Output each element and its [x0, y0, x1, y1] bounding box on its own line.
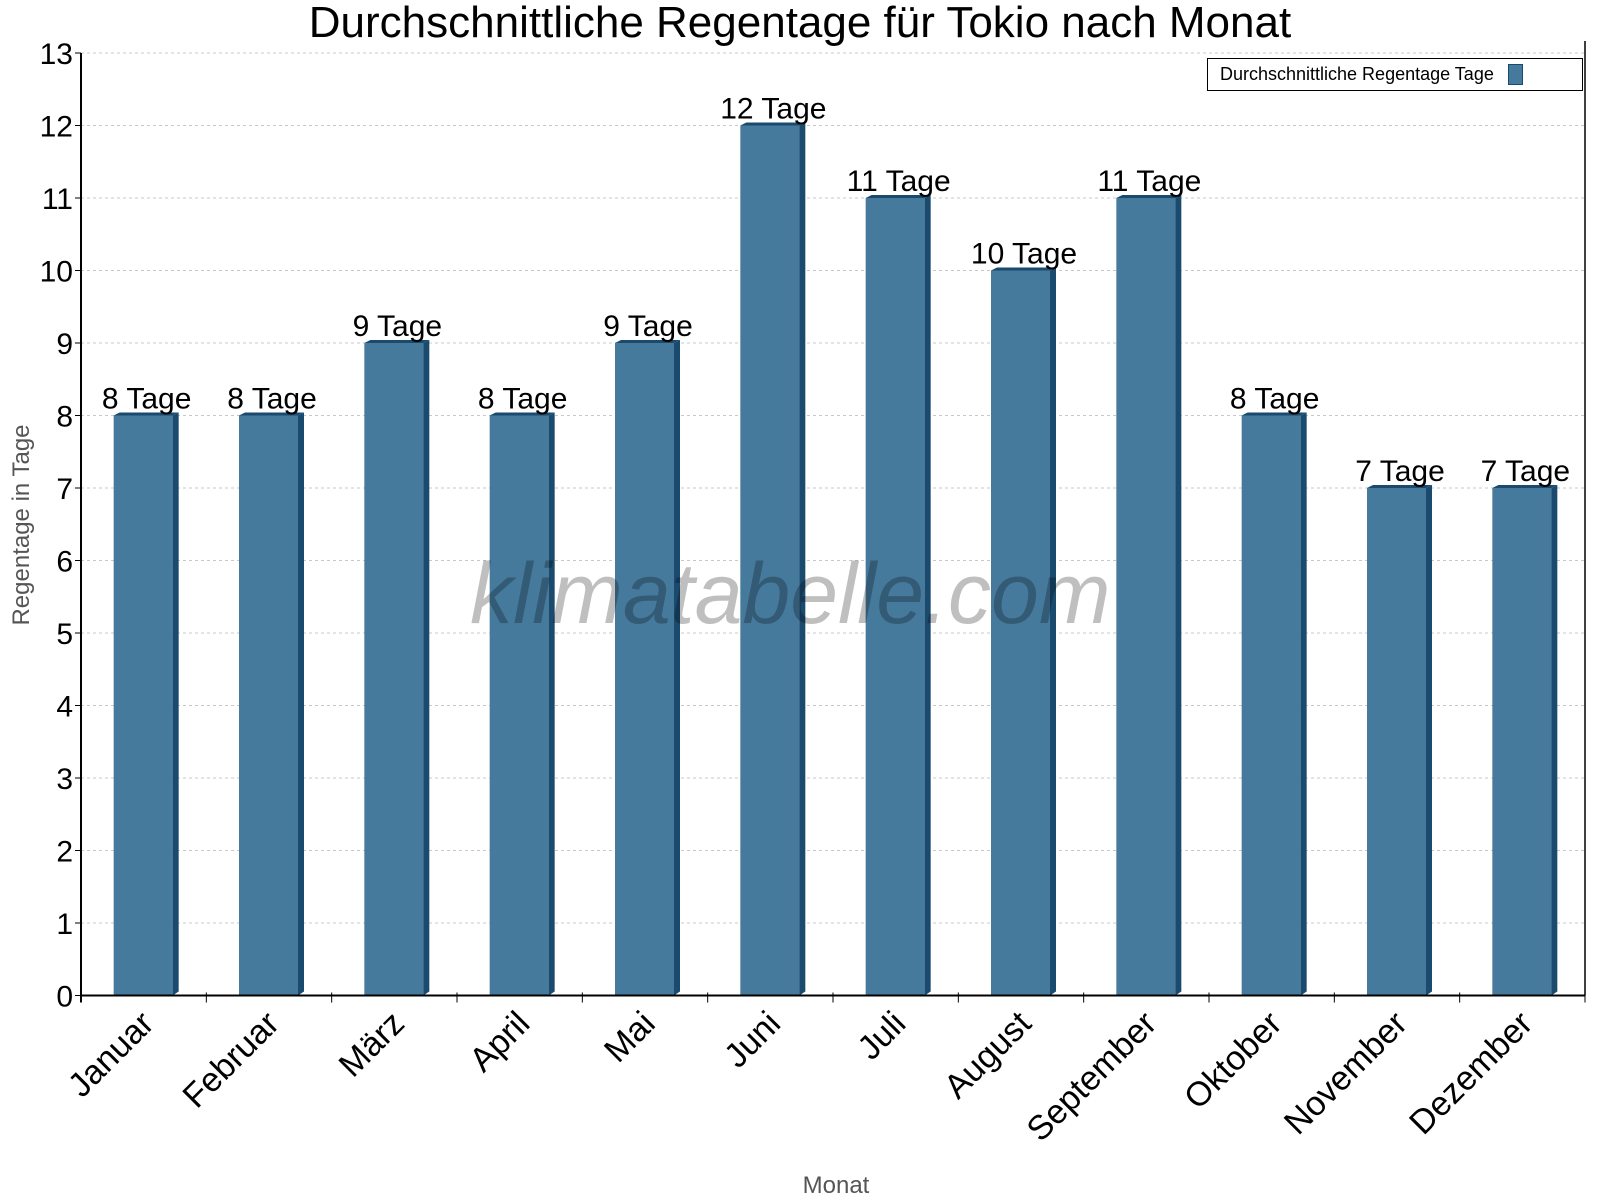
bar	[1241, 415, 1301, 996]
x-tick-label: November	[1277, 1004, 1415, 1142]
bar-side	[924, 195, 931, 996]
data-label: 9 Tage	[603, 310, 693, 343]
x-tick-label: Juni	[717, 1004, 788, 1075]
bar-top	[489, 412, 555, 416]
bar	[1116, 198, 1176, 996]
bar-side	[799, 122, 806, 996]
bar-side	[674, 340, 680, 996]
bar-side	[172, 412, 179, 996]
data-label: 7 Tage	[1355, 455, 1445, 488]
y-axis-label: Regentage in Tage	[8, 424, 35, 626]
x-tick-label: Februar	[176, 1004, 287, 1115]
bar-top	[615, 340, 680, 343]
bar-side	[1300, 412, 1307, 996]
x-tick-label: Januar	[61, 1004, 161, 1104]
x-axis-label: Monat	[802, 1172, 870, 1199]
x-tick-label: August	[937, 1004, 1039, 1106]
data-label: 10 Tage	[971, 238, 1077, 271]
y-tick-label: 3	[56, 763, 73, 796]
data-label: 11 Tage	[1097, 165, 1201, 198]
x-tick-label: Mai	[597, 1004, 663, 1070]
x-tick-label: März	[332, 1004, 412, 1084]
y-tick-label: 0	[56, 981, 73, 1014]
bar-top	[1492, 485, 1558, 488]
legend-label: Durchschnittliche Regentage Tage	[1220, 64, 1494, 84]
y-tick-label: 4	[56, 691, 73, 724]
data-label: 12 Tage	[720, 93, 826, 126]
bar-side	[1050, 267, 1056, 996]
y-tick-label: 2	[56, 836, 73, 869]
bar	[615, 343, 674, 996]
bar-side	[1426, 485, 1432, 996]
bar-top	[865, 195, 931, 198]
bar	[991, 270, 1050, 996]
data-label: 8 Tage	[102, 383, 192, 416]
bar	[740, 125, 800, 996]
x-tick-label: September	[1020, 1004, 1164, 1148]
x-tick-label: April	[462, 1004, 537, 1079]
data-label: 8 Tage	[478, 383, 568, 416]
bar	[364, 343, 424, 996]
y-tick-label: 9	[56, 328, 73, 361]
bar-top	[991, 267, 1056, 271]
y-tick-label: 13	[40, 38, 73, 71]
bar	[113, 415, 173, 996]
bar-top	[364, 340, 430, 343]
chart-title: Durchschnittliche Regentage für Tokio na…	[308, 0, 1292, 47]
bar	[1367, 488, 1426, 996]
x-tick-label: Juli	[850, 1004, 913, 1067]
bar-top	[239, 412, 304, 416]
bar	[239, 415, 298, 996]
x-tick-label: Oktober	[1177, 1004, 1289, 1116]
y-tick-label: 11	[42, 183, 73, 216]
y-tick-label: 1	[56, 908, 73, 941]
data-label: 8 Tage	[1230, 383, 1320, 416]
data-label: 9 Tage	[353, 310, 443, 343]
data-label: 7 Tage	[1481, 455, 1571, 488]
bar-top	[1116, 195, 1182, 198]
y-tick-label: 8	[56, 401, 73, 434]
y-tick-label: 5	[56, 618, 73, 651]
data-label: 8 Tage	[227, 383, 317, 416]
y-tick-label: 7	[56, 473, 73, 506]
y-tick-label: 10	[40, 256, 73, 289]
bar-top	[1241, 412, 1307, 416]
bar-side	[298, 412, 304, 996]
x-tick-label: Dezember	[1402, 1004, 1540, 1142]
bar-side	[548, 412, 555, 996]
y-tick-label: 6	[56, 546, 73, 579]
bar-side	[1175, 195, 1182, 996]
legend: Durchschnittliche Regentage Tage	[1207, 58, 1583, 91]
watermark: klimatabelle.com	[470, 546, 1111, 642]
y-tick-label: 12	[40, 111, 73, 144]
bar	[489, 415, 549, 996]
bar-side	[423, 340, 430, 996]
legend-swatch	[1507, 64, 1523, 85]
bar	[865, 198, 925, 996]
bar-side	[1551, 485, 1558, 996]
bar-top	[1367, 485, 1432, 488]
data-label: 11 Tage	[847, 165, 951, 198]
bar-top	[740, 122, 806, 126]
bar	[1492, 488, 1552, 996]
bar-top	[113, 412, 179, 416]
